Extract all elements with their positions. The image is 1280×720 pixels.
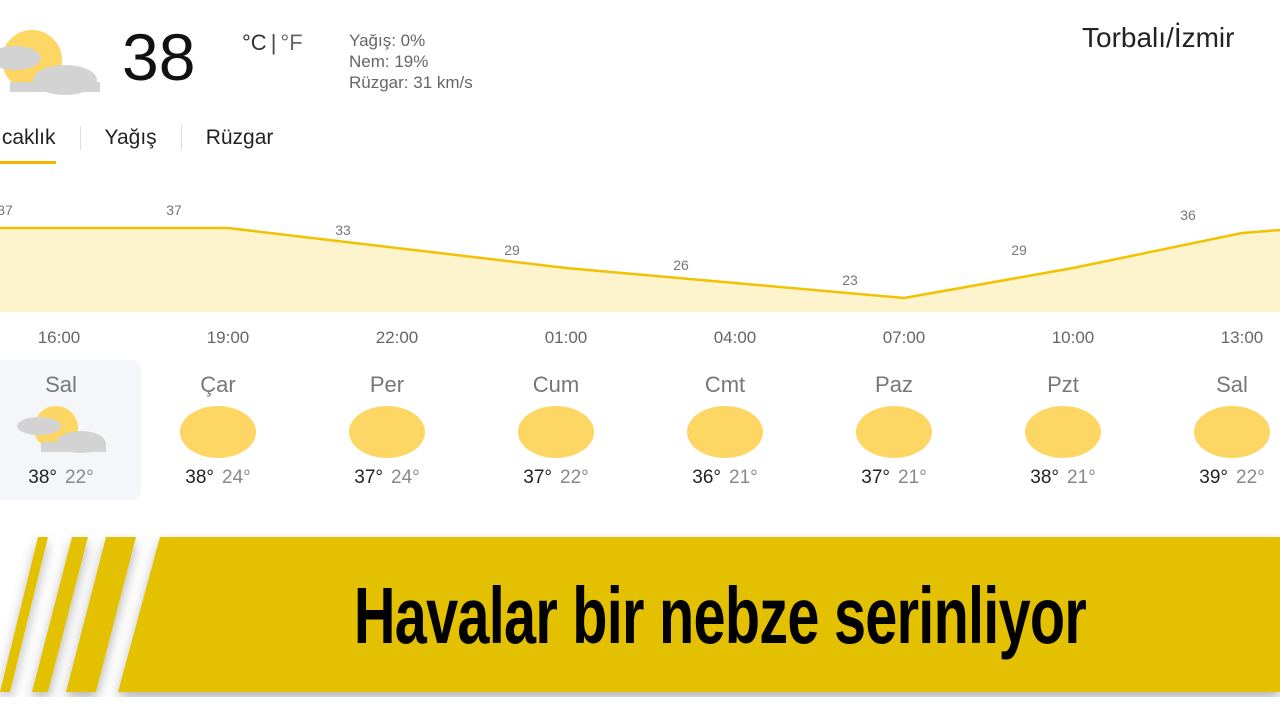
sun-icon [687, 406, 763, 458]
sun-icon [1194, 406, 1270, 458]
day-temps: 39° 22° [1152, 467, 1280, 489]
high-temp: 38° [28, 467, 57, 488]
high-temp: 39° [1199, 467, 1228, 488]
day-forecast[interactable]: Sal 38° 22° [0, 360, 141, 500]
partly-cloudy-icon [11, 404, 106, 459]
headline-text: Havalar bir nebze serinliyor [353, 571, 1087, 660]
day-name: Pzt [1047, 372, 1079, 397]
sun-icon [856, 406, 932, 458]
data-label: 37 [166, 202, 182, 218]
chart-area [0, 228, 1280, 312]
high-temp: 37° [861, 467, 890, 488]
day-temps: 37° 21° [814, 467, 974, 489]
time-label: 04:00 [713, 328, 757, 347]
precipitation: Yağış: 0% [349, 31, 426, 50]
time-label: 10:00 [1051, 328, 1095, 347]
sun-icon [518, 406, 594, 458]
sun-icon [349, 406, 425, 458]
low-temp: 24° [222, 467, 251, 488]
tab-temperature[interactable]: Sıcaklık [0, 126, 80, 164]
day-temps: 37° 24° [307, 467, 467, 489]
location: Torbalı/İzmir [1082, 22, 1235, 53]
low-temp: 22° [1236, 467, 1265, 488]
day-forecast[interactable]: Per 37° 24° [307, 360, 467, 500]
sun-icon [1025, 406, 1101, 458]
day-name: Sal [45, 372, 77, 397]
tabs: Sıcaklık Yağış Rüzgar [0, 126, 298, 164]
day-name: Per [369, 372, 405, 397]
current-temperature: 38 [122, 20, 196, 94]
temperature-chart: 37 37 33 29 26 23 29 36 [0, 202, 1280, 312]
high-temp: 37° [354, 467, 383, 488]
time-label: 22:00 [375, 328, 419, 347]
headline-banner: Havalar bir nebze serinliyor [0, 532, 1280, 697]
day-temps: 38° 22° [0, 467, 141, 489]
data-label: 23 [842, 272, 858, 288]
low-temp: 22° [560, 467, 589, 488]
wind: Rüzgar: 31 km/s [349, 73, 473, 92]
humidity: Nem: 19% [349, 52, 429, 71]
day-temps: 36° 21° [645, 467, 805, 489]
unit-switcher: °C | °F [242, 30, 303, 56]
day-temps: 38° 21° [983, 467, 1143, 489]
time-label: 13:00 [1220, 328, 1264, 347]
day-forecast[interactable]: Cmt 36° 21° [645, 360, 805, 500]
low-temp: 24° [391, 467, 420, 488]
day-forecast[interactable]: Paz 37° 21° [814, 360, 974, 500]
day-name: Paz [875, 372, 913, 397]
unit-separator: | [270, 30, 277, 55]
data-label: 36 [1180, 207, 1196, 223]
low-temp: 21° [729, 467, 758, 488]
time-label: 01:00 [544, 328, 588, 347]
data-label: 29 [1011, 242, 1027, 258]
high-temp: 38° [1030, 467, 1059, 488]
data-label: 37 [0, 202, 13, 218]
data-label: 26 [673, 257, 689, 273]
data-label: 33 [335, 222, 351, 238]
time-label: 19:00 [206, 328, 250, 347]
day-name: Sal [1216, 372, 1248, 397]
day-temps: 37° 22° [476, 467, 636, 489]
time-label: 16:00 [37, 328, 81, 347]
day-temps: 38° 24° [138, 467, 298, 489]
tab-wind[interactable]: Rüzgar [180, 126, 298, 150]
high-temp: 36° [692, 467, 721, 488]
tab-precipitation[interactable]: Yağış [79, 126, 181, 150]
time-label: 07:00 [882, 328, 926, 347]
fahrenheit-button[interactable]: °F [280, 30, 303, 55]
day-forecast[interactable]: Sal 39° 22° [1152, 360, 1280, 500]
high-temp: 37° [523, 467, 552, 488]
sun-icon [180, 406, 256, 458]
day-name: Cum [532, 372, 580, 397]
day-forecast[interactable]: Pzt 38° 21° [983, 360, 1143, 500]
chart-line [0, 226, 1280, 300]
day-name: Çar [200, 372, 236, 397]
day-name: Cmt [704, 372, 746, 397]
day-forecast[interactable]: Cum 37° 22° [476, 360, 636, 500]
low-temp: 22° [65, 467, 94, 488]
current-weather-icon [0, 30, 100, 100]
weather-details: Yağış: 0% Nem: 19% Rüzgar: 31 km/s [349, 30, 473, 93]
low-temp: 21° [898, 467, 927, 488]
celsius-button[interactable]: °C [242, 30, 267, 55]
data-label: 29 [504, 242, 520, 258]
high-temp: 38° [185, 467, 214, 488]
low-temp: 21° [1067, 467, 1096, 488]
day-forecast[interactable]: Çar 38° 24° [138, 360, 298, 500]
